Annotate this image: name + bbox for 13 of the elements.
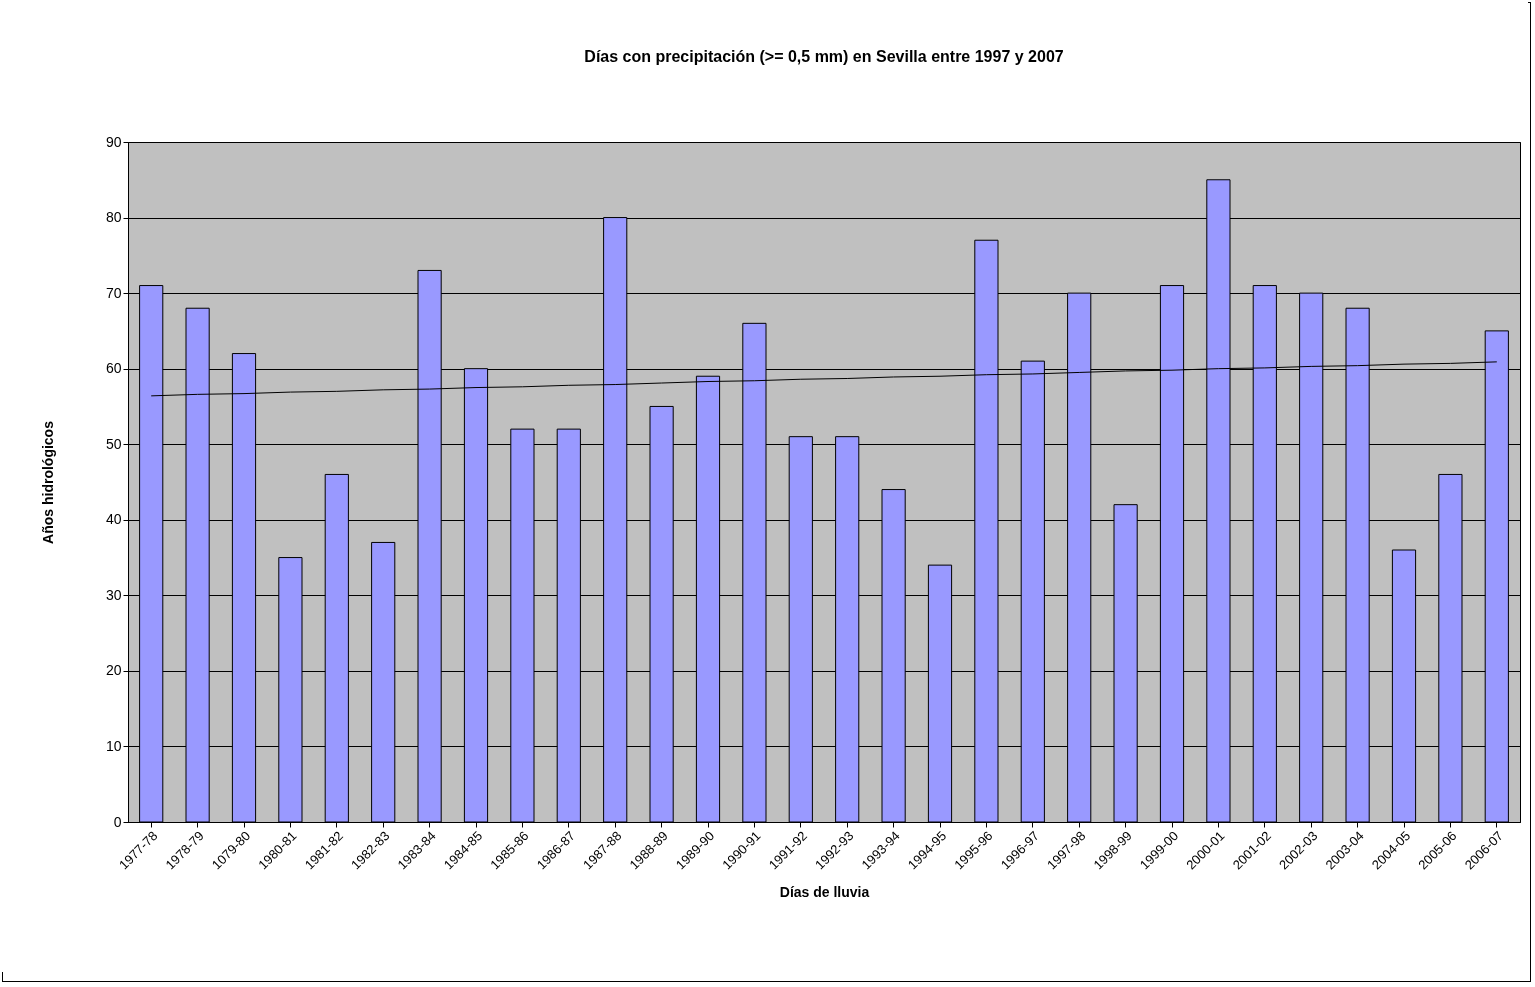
chart-title: Días con precipitación (>= 0,5 mm) en Sevilla entre 1997 y 2007 [584,48,1064,65]
y-tick-label: 30 [105,586,122,603]
y-axis-title: Años hidrológicos [39,420,56,544]
y-tick-label: 70 [105,284,122,301]
x-axis-title: Días de lluvia [779,884,870,901]
y-tick-label: 20 [105,662,122,679]
y-tick-label: 50 [105,435,122,452]
y-tick-label: 80 [105,209,122,226]
y-tick-label: 0 [113,813,122,830]
y-tick-label: 60 [105,360,122,377]
y-tick-label: 10 [105,737,122,754]
y-tick-label: 90 [105,133,122,150]
y-tick-label: 40 [105,511,122,528]
